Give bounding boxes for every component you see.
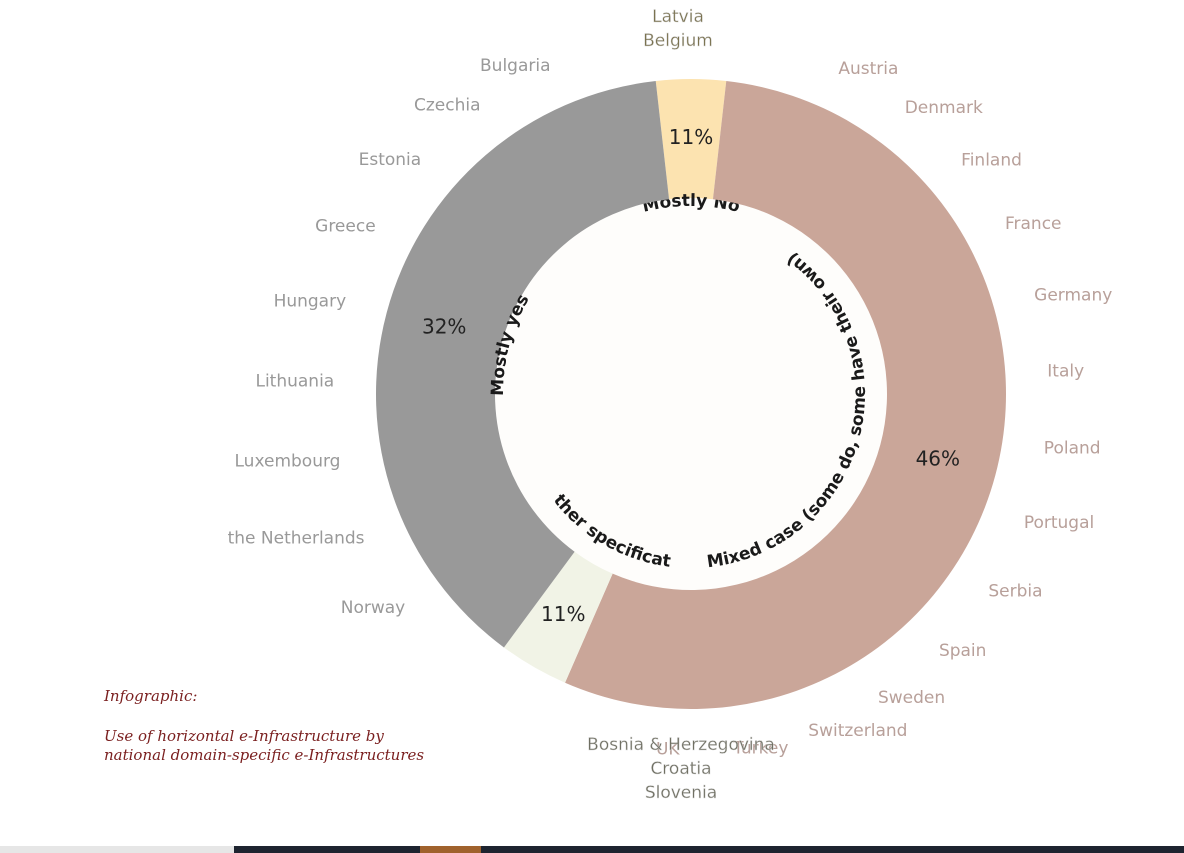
donut-slice-mostly-no (655, 79, 727, 200)
country-label: Slovenia (645, 783, 717, 803)
country-label: Latvia (652, 7, 704, 27)
country-label: Bulgaria (480, 56, 551, 76)
country-label: Luxembourg (235, 452, 341, 472)
donut-slice-mixed-case-some-do-some-have-their-own (565, 80, 1006, 709)
country-label: Czechia (414, 96, 481, 116)
country-label: Germany (1034, 286, 1112, 306)
country-label: Finland (961, 151, 1022, 171)
percent-label-mostly-no: 11% (669, 125, 713, 149)
country-label: Croatia (650, 759, 711, 779)
country-label: Turkey (732, 739, 788, 759)
donut-slice-mostly-yes (376, 80, 670, 648)
country-label: Greece (315, 217, 376, 237)
country-label: the Netherlands (228, 528, 365, 548)
taskbar-left (0, 846, 234, 853)
country-label: Portugal (1024, 513, 1094, 533)
country-label: Poland (1044, 439, 1101, 459)
country-label: Denmark (905, 98, 983, 118)
country-label: Austria (838, 59, 898, 79)
country-label: Lithuania (255, 371, 334, 391)
donut-hole (495, 198, 887, 590)
country-label: France (1005, 214, 1062, 234)
caption-line-1: Use of horizontal e-Infrastructure by (104, 727, 384, 745)
percent-label-further-specification: 11% (541, 602, 585, 626)
country-label: Norway (341, 598, 406, 618)
percent-label-mostly-yes: 32% (422, 314, 466, 338)
country-label: Serbia (988, 582, 1042, 602)
country-label: Estonia (359, 150, 422, 170)
caption-title: Infographic: (104, 687, 198, 705)
taskbar (0, 846, 1184, 853)
country-label: Spain (939, 641, 987, 661)
taskbar-active-tab[interactable] (420, 846, 481, 853)
country-label: Sweden (878, 688, 945, 708)
country-label: UK (656, 739, 680, 759)
country-label: Hungary (274, 292, 347, 312)
caption-line-2: national domain-specific e-Infrastructur… (104, 746, 425, 764)
taskbar-right (234, 846, 1184, 853)
donut-slice-further-specification (503, 551, 613, 683)
country-label: Bosnia & Herzegovina (587, 735, 775, 755)
country-label: Switzerland (808, 721, 907, 741)
percent-label-mixed-case-some-do-some-have-their-own: 46% (916, 447, 960, 471)
country-label: Belgium (643, 31, 713, 51)
country-label: Italy (1047, 362, 1084, 382)
